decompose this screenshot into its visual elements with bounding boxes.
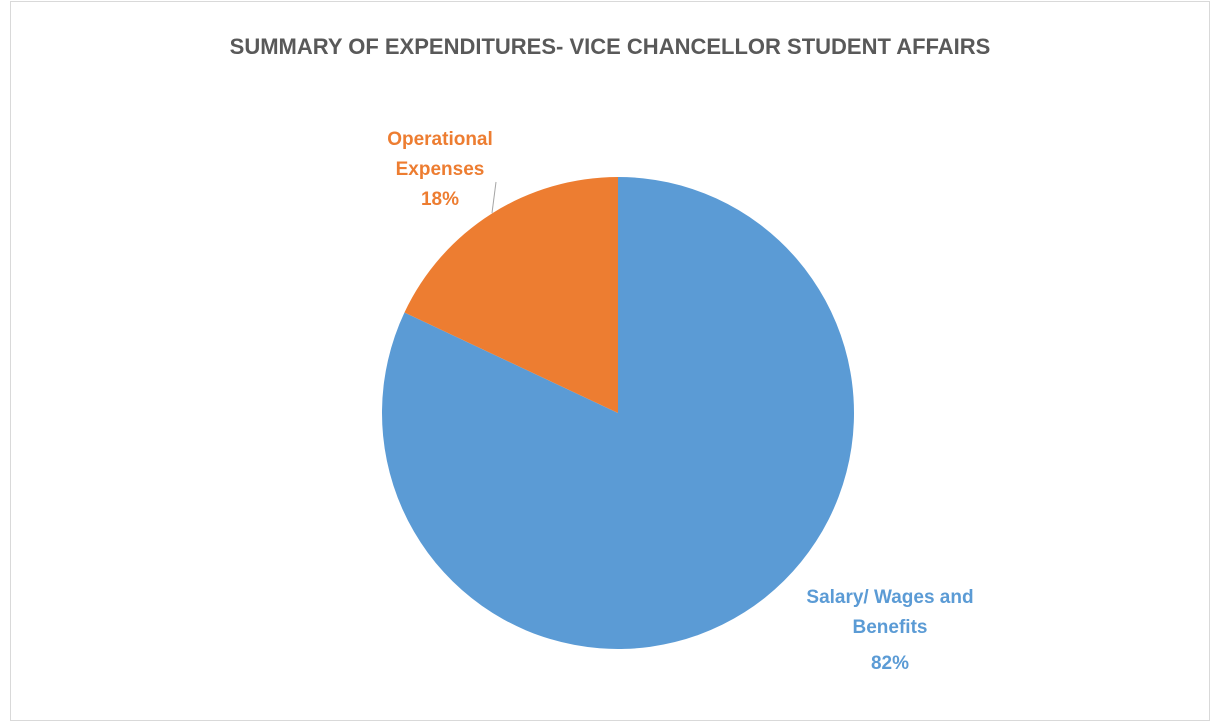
pie-slice xyxy=(404,177,618,413)
leader-line xyxy=(491,181,497,214)
data-label-name: Salary/ Wages and Benefits xyxy=(806,587,974,638)
data-label-value: 18% xyxy=(420,189,460,210)
chart-title: SUMMARY OF EXPENDITURES- VICE CHANCELLOR… xyxy=(229,34,991,59)
pie-slice xyxy=(382,177,854,650)
data-label-name: Operational Expenses xyxy=(387,129,493,180)
data-label-value: 82% xyxy=(870,653,910,674)
